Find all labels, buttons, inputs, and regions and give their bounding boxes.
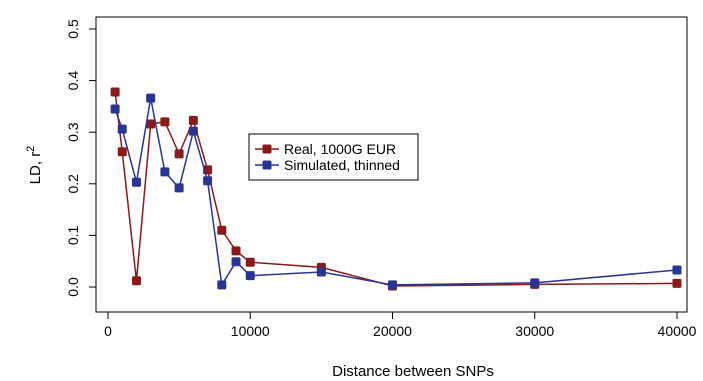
y-tick-label: 0.5 xyxy=(65,19,81,39)
data-point xyxy=(188,126,198,136)
y-axis-title-main: LD, r xyxy=(27,152,44,185)
data-point xyxy=(160,117,170,127)
data-point xyxy=(146,119,156,129)
data-point xyxy=(245,271,255,281)
data-point xyxy=(231,257,241,267)
data-point xyxy=(131,177,141,187)
legend-box xyxy=(248,133,419,181)
series-layer xyxy=(110,87,682,291)
data-point xyxy=(530,278,540,288)
x-tick-label: 0 xyxy=(104,323,112,339)
x-tick-label: 20000 xyxy=(373,323,412,339)
data-point xyxy=(117,124,127,134)
data-point xyxy=(188,115,198,125)
data-point xyxy=(203,176,213,186)
x-axis: 0 10000 20000 30000 40000 xyxy=(104,311,697,339)
data-point xyxy=(672,278,682,288)
data-point xyxy=(316,267,326,277)
series-simulated xyxy=(110,93,682,290)
series-line xyxy=(114,91,678,287)
data-point xyxy=(217,280,227,290)
x-tick-label: 10000 xyxy=(231,323,270,339)
y-axis-title: LD, r2 xyxy=(25,146,44,185)
y-tick-label: 0.2 xyxy=(65,174,81,194)
legend-marker-simulated xyxy=(262,160,272,170)
data-point xyxy=(160,167,170,177)
y-tick-label: 0.3 xyxy=(65,122,81,142)
legend-marker-real xyxy=(262,144,272,154)
data-point xyxy=(110,104,120,114)
legend-label-real: Real, 1000G EUR xyxy=(284,141,396,157)
data-point xyxy=(231,246,241,256)
y-tick-label: 0.0 xyxy=(65,277,81,297)
data-point xyxy=(131,276,141,286)
x-tick-label: 30000 xyxy=(515,323,554,339)
y-axis: 0.0 0.1 0.2 0.3 0.4 0.5 xyxy=(65,19,97,297)
data-point xyxy=(117,147,127,157)
y-tick-label: 0.1 xyxy=(65,225,81,245)
legend: Real, 1000G EUR Simulated, thinned xyxy=(248,133,419,181)
data-point xyxy=(174,183,184,193)
y-axis-title-superscript: 2 xyxy=(25,146,37,152)
series-real xyxy=(110,87,682,291)
data-point xyxy=(174,149,184,159)
data-point xyxy=(217,225,227,235)
x-tick-label: 40000 xyxy=(658,323,697,339)
data-point xyxy=(146,93,156,103)
x-axis-title: Distance between SNPs xyxy=(332,363,494,380)
y-tick-label: 0.4 xyxy=(65,71,81,91)
data-point xyxy=(245,257,255,267)
legend-label-simulated: Simulated, thinned xyxy=(284,157,400,173)
data-point xyxy=(388,280,397,290)
data-point xyxy=(672,265,682,275)
series-line xyxy=(114,98,678,288)
data-point xyxy=(110,87,120,97)
